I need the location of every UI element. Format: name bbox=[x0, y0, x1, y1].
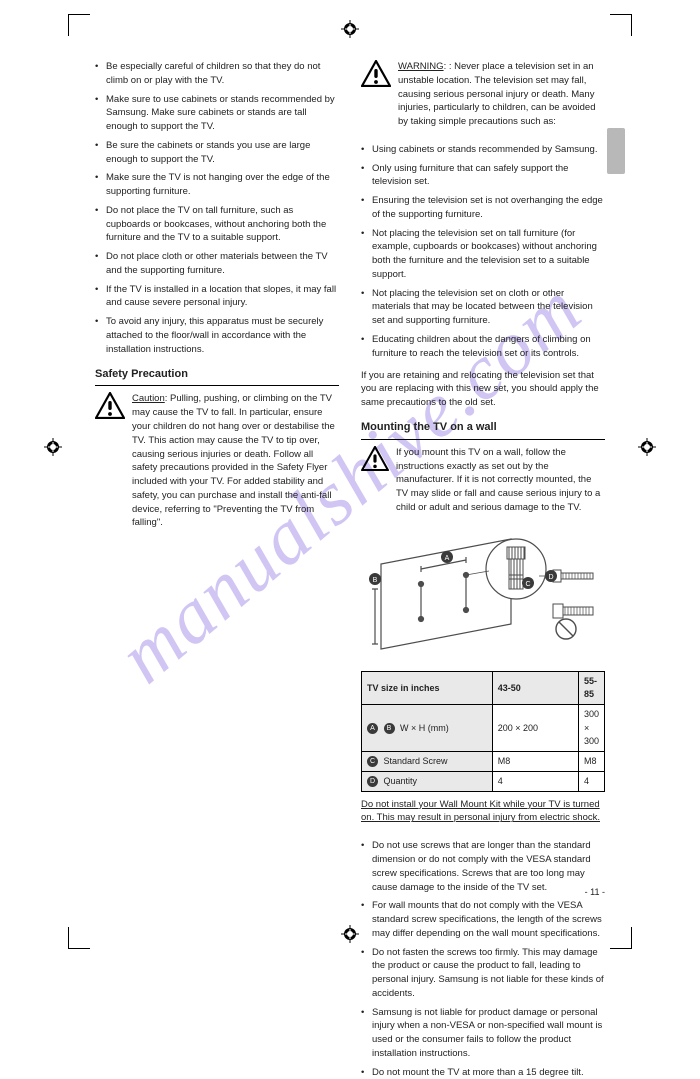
left-bullet-list: Be especially careful of children so tha… bbox=[95, 60, 339, 357]
list-item: Samsung is not liable for product damage… bbox=[361, 1006, 605, 1061]
table-cell-label: A B W × H (mm) bbox=[362, 705, 493, 751]
caution-label: Caution bbox=[132, 393, 165, 404]
list-item: Do not use screws that are longer than t… bbox=[361, 839, 605, 894]
list-item: Ensuring the television set is not overh… bbox=[361, 194, 605, 222]
table-header: TV size in inches bbox=[362, 672, 493, 705]
table-cell-value: 200 × 200 bbox=[492, 705, 578, 751]
bullet-c: C bbox=[367, 756, 378, 767]
warning-icon bbox=[361, 60, 391, 87]
svg-text:D: D bbox=[548, 574, 553, 581]
warning-row: WARNING: : Never place a television set … bbox=[361, 60, 605, 137]
crop-mark-tl bbox=[68, 14, 90, 36]
bullet-d: D bbox=[367, 776, 378, 787]
list-item: Make sure to use cabinets or stands reco… bbox=[95, 93, 339, 134]
page-number: - 11 - bbox=[585, 887, 605, 897]
table-row: D Quantity 4 4 bbox=[362, 771, 605, 791]
right-column: WARNING: : Never place a television set … bbox=[361, 60, 605, 903]
bottom-bullet-list: Do not use screws that are longer than t… bbox=[361, 839, 605, 1079]
registration-mark-bottom bbox=[341, 925, 359, 943]
mount-diagram: A B C bbox=[361, 529, 605, 664]
section-heading-safety: Safety Precaution bbox=[95, 367, 339, 387]
caution-body: : Pulling, pushing, or climbing on the T… bbox=[132, 393, 335, 528]
list-item: Educating children about the dangers of … bbox=[361, 333, 605, 361]
table-cell-value: 4 bbox=[492, 771, 578, 791]
crop-mark-br bbox=[610, 927, 632, 949]
table-cell-value: M8 bbox=[578, 751, 604, 771]
crop-mark-tr bbox=[610, 14, 632, 36]
list-item: Only using furniture that can safely sup… bbox=[361, 162, 605, 190]
list-item: Not placing the television set on cloth … bbox=[361, 287, 605, 328]
side-tab bbox=[607, 128, 625, 174]
row-label-text: Standard Screw bbox=[384, 756, 448, 766]
page-content: Be especially careful of children so tha… bbox=[95, 60, 605, 903]
registration-mark-right bbox=[638, 438, 656, 456]
row-label-text: Quantity bbox=[384, 776, 418, 786]
table-row: A B W × H (mm) 200 × 200 300 × 300 bbox=[362, 705, 605, 751]
left-column: Be especially careful of children so tha… bbox=[95, 60, 339, 903]
warning-after-text: If you are retaining and relocating the … bbox=[361, 369, 605, 410]
warning-label: WARNING bbox=[398, 61, 444, 72]
list-item: Make sure the TV is not hanging over the… bbox=[95, 171, 339, 199]
list-item: For wall mounts that do not comply with … bbox=[361, 899, 605, 940]
caution-icon bbox=[95, 392, 125, 419]
table-cell-label: D Quantity bbox=[362, 771, 493, 791]
list-item: Do not fasten the screws too firmly. Thi… bbox=[361, 946, 605, 1001]
table-header: 55-85 bbox=[578, 672, 604, 705]
row-label-text: W × H (mm) bbox=[400, 723, 449, 733]
svg-text:C: C bbox=[525, 581, 530, 588]
list-item: To avoid any injury, this apparatus must… bbox=[95, 315, 339, 356]
list-item: If the TV is installed in a location tha… bbox=[95, 283, 339, 311]
list-item: Do not place cloth or other materials be… bbox=[95, 250, 339, 278]
list-item: Be sure the cabinets or stands you use a… bbox=[95, 139, 339, 167]
warning-icon bbox=[361, 446, 389, 471]
table-cell-value: M8 bbox=[492, 751, 578, 771]
list-item: Do not mount the TV at more than a 15 de… bbox=[361, 1066, 605, 1079]
list-item: Not placing the television set on tall f… bbox=[361, 227, 605, 282]
mount-warning-text: If you mount this TV on a wall, follow t… bbox=[396, 446, 605, 515]
list-item: Be especially careful of children so tha… bbox=[95, 60, 339, 88]
warning-bullet-list: Using cabinets or stands recommended by … bbox=[361, 143, 605, 361]
section-heading-mount: Mounting the TV on a wall bbox=[361, 420, 605, 440]
table-cell-label: C Standard Screw bbox=[362, 751, 493, 771]
table-row: TV size in inches 43-50 55-85 bbox=[362, 672, 605, 705]
caution-row: Caution: Pulling, pushing, or climbing o… bbox=[95, 392, 339, 538]
vesa-spec-table: TV size in inches 43-50 55-85 A B W × H … bbox=[361, 671, 605, 791]
table-header: 43-50 bbox=[492, 672, 578, 705]
table-cell-value: 4 bbox=[578, 771, 604, 791]
bullet-b: B bbox=[384, 723, 395, 734]
crop-mark-bl bbox=[68, 927, 90, 949]
bullet-a: A bbox=[367, 723, 378, 734]
caution-text: Caution: Pulling, pushing, or climbing o… bbox=[132, 392, 339, 530]
list-item: Using cabinets or stands recommended by … bbox=[361, 143, 605, 157]
notes-text: Do not install your Wall Mount Kit while… bbox=[361, 798, 605, 826]
registration-mark-top bbox=[341, 20, 359, 38]
warning-text: WARNING: : Never place a television set … bbox=[398, 60, 605, 129]
svg-text:B: B bbox=[373, 577, 378, 584]
registration-mark-left bbox=[44, 438, 62, 456]
svg-text:A: A bbox=[445, 555, 450, 562]
mount-warning-row: If you mount this TV on a wall, follow t… bbox=[361, 446, 605, 523]
list-item: Do not place the TV on tall furniture, s… bbox=[95, 204, 339, 245]
table-cell-value: 300 × 300 bbox=[578, 705, 604, 751]
table-row: C Standard Screw M8 M8 bbox=[362, 751, 605, 771]
